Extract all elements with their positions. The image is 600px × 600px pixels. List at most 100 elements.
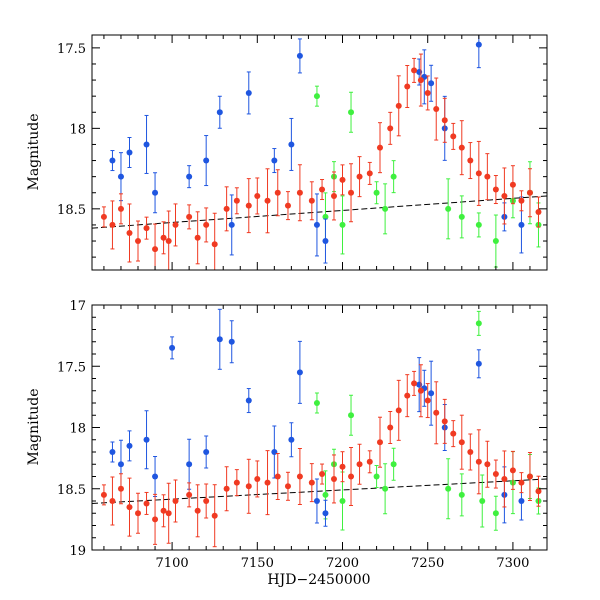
bottom-red-point: [117, 485, 124, 492]
top-series-red: [100, 53, 542, 271]
bottom-red-point: [126, 504, 133, 511]
bottom-blue-point: [203, 449, 210, 455]
top-red-point: [100, 213, 107, 220]
bottom-red-point: [518, 479, 525, 486]
top-red-point: [509, 181, 516, 188]
bottom-red-point: [475, 458, 482, 465]
bottom-red-point: [387, 424, 394, 431]
top-series-green: [313, 85, 542, 268]
bottom-blue-point: [216, 336, 223, 343]
top-green-point: [390, 173, 397, 180]
top-red-point: [254, 192, 261, 199]
top-blue-point: [143, 141, 150, 148]
top-green-point: [339, 221, 346, 228]
bottom-blue-point: [228, 338, 235, 345]
bottom-red-point: [535, 488, 542, 495]
top-blue-point: [152, 189, 159, 196]
top-axes: 17.5 18 18.5: [57, 35, 548, 270]
top-red-point: [223, 205, 230, 212]
top-red-point: [194, 234, 201, 241]
top-green-point: [313, 93, 320, 100]
top-red-point: [348, 189, 355, 196]
top-red-point: [165, 238, 172, 245]
bottom-red-point: [211, 512, 218, 519]
top-red-point: [526, 189, 533, 196]
bottom-red-point: [109, 498, 116, 504]
bottom-red-point: [404, 392, 411, 399]
top-red-point: [152, 246, 159, 253]
bottom-y-tick-label: 17: [69, 299, 86, 314]
bottom-red-point: [348, 473, 355, 480]
bottom-red-point: [450, 430, 457, 437]
top-red-point: [339, 176, 346, 183]
bottom-green-point: [382, 485, 389, 492]
bottom-green-point: [322, 491, 329, 498]
bottom-green-point: [479, 498, 486, 504]
top-green-point: [348, 109, 355, 116]
bottom-frame: [91, 304, 548, 551]
bottom-red-point: [441, 418, 448, 425]
bottom-red-point: [484, 461, 491, 468]
top-blue-point: [126, 149, 133, 156]
top-red-point: [274, 189, 281, 196]
bottom-red-point: [433, 409, 440, 416]
bottom-red-point: [245, 483, 252, 490]
bottom-reference-line: [91, 478, 548, 504]
top-red-point: [501, 192, 508, 199]
bottom-x-tick-label: 7250: [411, 556, 444, 571]
top-green-point: [322, 213, 329, 220]
bottom-red-point: [143, 500, 150, 507]
bottom-blue-point: [475, 360, 482, 367]
bottom-blue-point: [428, 390, 435, 397]
bottom-blue-point: [518, 498, 525, 504]
top-red-point: [245, 202, 252, 209]
bottom-red-point: [274, 473, 281, 480]
top-red-point: [475, 170, 482, 177]
bottom-series-red: [100, 364, 542, 548]
bottom-x-tick-label: 7200: [326, 556, 359, 571]
top-red-point: [450, 133, 457, 140]
top-blue-point: [228, 221, 235, 228]
top-blue-point: [475, 41, 482, 48]
bottom-green-point: [492, 510, 499, 517]
top-blue-point: [203, 157, 210, 164]
bottom-green-point: [348, 412, 355, 419]
top-blue-point: [186, 173, 193, 180]
bottom-red-point: [172, 498, 179, 504]
top-red-point: [458, 144, 465, 151]
bottom-y-axis-title: Magnitude: [26, 388, 42, 465]
top-red-point: [308, 197, 315, 204]
bottom-x-tick-label: 7100: [156, 556, 189, 571]
bottom-red-point: [411, 380, 418, 387]
bottom-red-point: [233, 479, 240, 486]
top-red-point: [395, 102, 402, 109]
top-red-point: [404, 83, 411, 90]
top-red-point: [117, 205, 124, 212]
bottom-red-point: [264, 479, 271, 486]
top-blue-point: [109, 157, 116, 164]
bottom-y-tick-label: 18: [69, 422, 86, 437]
bottom-red-point: [100, 491, 107, 498]
top-red-point: [424, 89, 431, 96]
top-red-point: [356, 173, 363, 180]
bottom-red-point: [356, 461, 363, 468]
bottom-y-tick-label: 19: [69, 544, 86, 559]
bottom-green-point: [475, 320, 482, 327]
top-blue-point: [296, 52, 303, 59]
top-y-tick-label: 18: [69, 122, 86, 137]
top-red-point: [417, 77, 424, 84]
top-red-point: [441, 117, 448, 124]
bottom-red-point: [501, 475, 508, 482]
top-blue-point: [518, 221, 525, 228]
bottom-blue-point: [152, 473, 159, 480]
bottom-y-tick-label: 17.5: [57, 360, 86, 375]
bottom-blue-point: [245, 397, 252, 404]
top-red-point: [296, 189, 303, 196]
top-red-point: [126, 229, 133, 236]
top-red-point: [172, 221, 179, 228]
bottom-series-green: [313, 310, 542, 531]
bottom-red-point: [254, 475, 261, 482]
top-green-point: [373, 189, 380, 196]
bottom-red-point: [339, 463, 346, 470]
